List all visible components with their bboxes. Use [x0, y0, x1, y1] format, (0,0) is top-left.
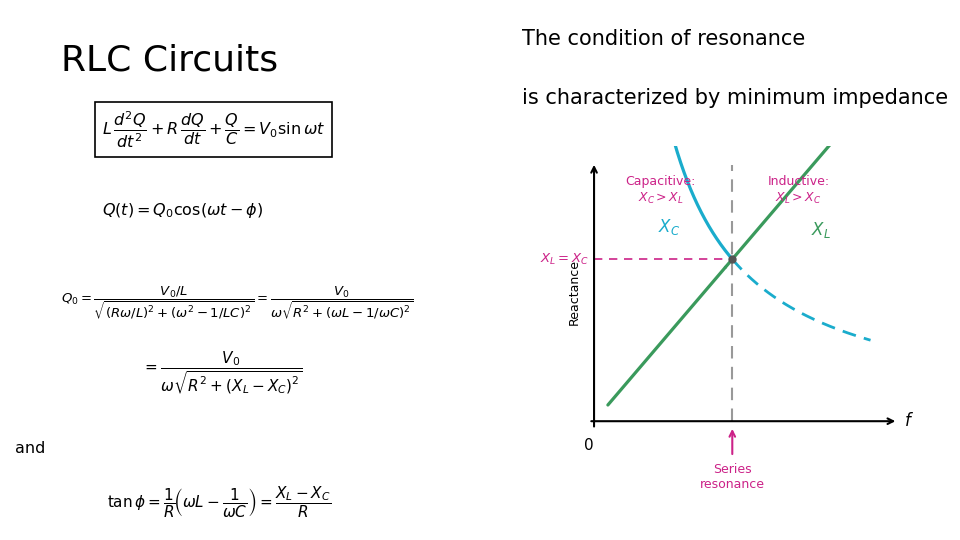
Text: is characterized by minimum impedance: is characterized by minimum impedance	[522, 88, 948, 108]
Text: and: and	[15, 441, 46, 456]
Text: Reactance: Reactance	[568, 259, 581, 325]
Text: Series
resonance: Series resonance	[700, 463, 765, 491]
Text: RLC Circuits: RLC Circuits	[61, 43, 278, 77]
Text: $X_C$: $X_C$	[658, 217, 680, 237]
Text: $X_C>X_L$: $X_C>X_L$	[637, 191, 684, 206]
Text: $f$: $f$	[903, 412, 914, 430]
Text: The condition of resonance: The condition of resonance	[522, 29, 805, 49]
Text: $Q_0=\dfrac{V_0/L}{\sqrt{(R\omega/L)^2+(\omega^2-1/LC)^2}}=\dfrac{V_0}{\omega\sq: $Q_0=\dfrac{V_0/L}{\sqrt{(R\omega/L)^2+(…	[61, 284, 414, 321]
Text: $L\,\dfrac{d^2Q}{dt^2}+R\,\dfrac{dQ}{dt}+\dfrac{Q}{C}=V_0\sin\omega t$: $L\,\dfrac{d^2Q}{dt^2}+R\,\dfrac{dQ}{dt}…	[102, 110, 324, 150]
Text: $X_L$: $X_L$	[811, 220, 830, 240]
Text: $=\dfrac{V_0}{\omega\sqrt{R^2+(X_L-X_C)^2}}$: $=\dfrac{V_0}{\omega\sqrt{R^2+(X_L-X_C)^…	[142, 349, 303, 396]
Text: $X_L>X_C$: $X_L>X_C$	[776, 191, 822, 206]
Text: Capacitive:: Capacitive:	[625, 175, 696, 188]
Text: $\tan\phi=\dfrac{1}{R}\!\left(\omega L-\dfrac{1}{\omega C}\right)=\dfrac{X_L-X_C: $\tan\phi=\dfrac{1}{R}\!\left(\omega L-\…	[107, 484, 331, 520]
Text: $Q(t)=Q_0\cos(\omega t-\phi)$: $Q(t)=Q_0\cos(\omega t-\phi)$	[102, 201, 263, 220]
Text: $0$: $0$	[584, 437, 594, 454]
Text: Inductive:: Inductive:	[768, 175, 829, 188]
Text: $X_L=X_C$: $X_L=X_C$	[540, 252, 588, 267]
